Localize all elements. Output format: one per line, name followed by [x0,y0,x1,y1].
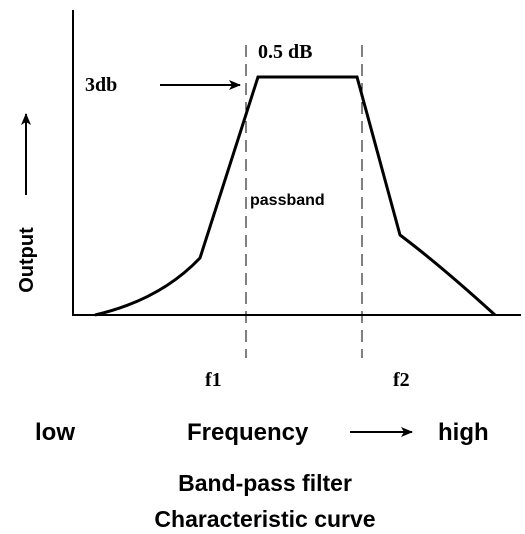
response-curve [94,75,497,317]
annotation: passband [250,192,325,209]
x-high: high [438,419,489,446]
annotation: 0.5 dB [258,41,312,63]
annotation: f1 [205,369,222,391]
y-axis-label: Output [16,227,38,293]
title: Band-pass filter [178,470,352,496]
title: Characteristic curve [154,506,375,532]
annotation: f2 [393,369,410,391]
x-low: low [35,419,75,446]
x-axis-label: Frequency [187,419,309,446]
annotation: 3db [85,74,117,96]
